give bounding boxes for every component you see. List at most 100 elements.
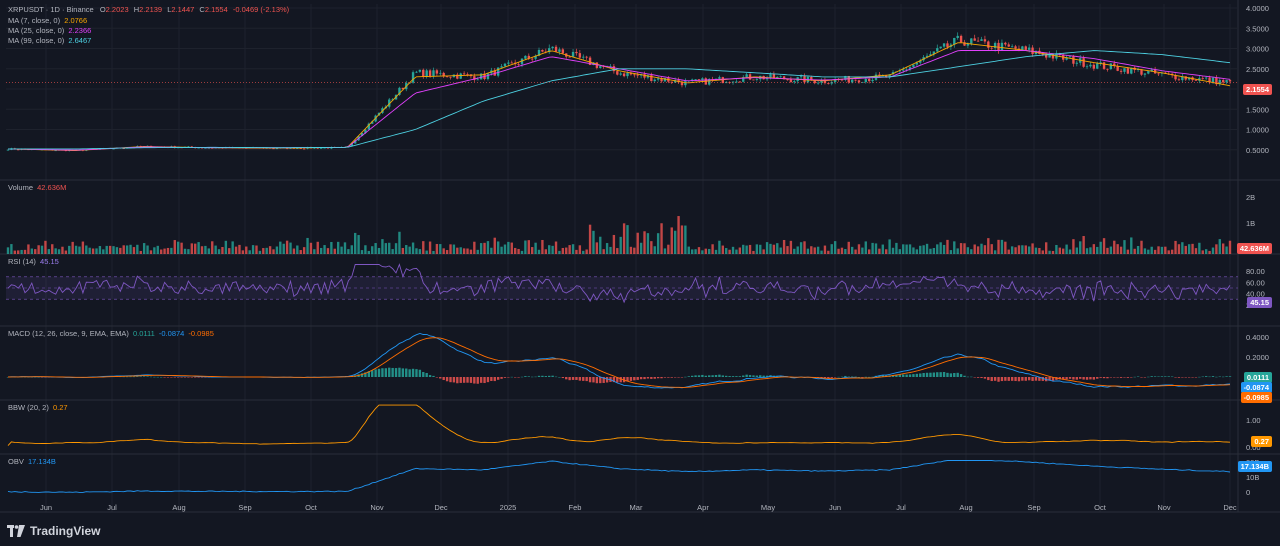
volume-bar <box>932 247 936 254</box>
volume-bar <box>731 246 735 254</box>
volume-bar <box>684 225 687 254</box>
macd-hist-bar <box>626 377 629 382</box>
volume-bar <box>258 250 262 254</box>
macd-hist-bar <box>1082 377 1085 380</box>
volume-bar <box>1048 250 1051 254</box>
volume-bar <box>905 244 908 254</box>
volume-bar <box>534 242 537 254</box>
macd-hist-bar <box>1010 377 1014 381</box>
candle-body <box>622 73 626 77</box>
volume-bar <box>1062 248 1065 254</box>
volume-bar <box>820 250 823 254</box>
volume-bar <box>1096 246 1099 254</box>
volume-bar <box>619 236 622 254</box>
volume-bar <box>922 245 925 254</box>
macd-hist-bar <box>656 377 660 379</box>
macd-hist-bar <box>1058 377 1061 380</box>
volume-bar <box>629 246 633 254</box>
macd-hist-bar <box>919 373 922 377</box>
candle-body <box>1147 71 1150 74</box>
macd-hist-bar <box>827 377 830 379</box>
candle-body <box>1051 54 1055 59</box>
volume-bar <box>1136 246 1140 254</box>
ohlc-high: 2.2139 <box>139 5 163 14</box>
macd-hist-bar <box>585 377 588 382</box>
volume-bar <box>122 245 125 254</box>
macd-hist-bar <box>1157 376 1160 377</box>
macd-hist-bar <box>180 377 183 378</box>
macd-hist-bar <box>895 374 898 377</box>
volume-bar <box>626 225 629 254</box>
candle-body <box>1130 67 1133 74</box>
macd-hist-bar <box>381 368 384 377</box>
candle-body <box>786 79 789 81</box>
volume-bar <box>316 241 319 254</box>
macd-hist-bar <box>690 375 694 377</box>
volume-bar <box>490 247 493 254</box>
candle-body <box>354 140 357 144</box>
volume-bar <box>1045 242 1048 254</box>
macd-hist-bar <box>929 372 932 377</box>
volume-legend[interactable]: Volume 42.636M <box>8 183 66 193</box>
obv-legend[interactable]: OBV 17.134B <box>8 457 56 467</box>
macd-hist-bar <box>987 377 990 381</box>
volume-bar <box>639 242 643 254</box>
volume-bar <box>888 239 891 254</box>
candle-body <box>1007 44 1010 47</box>
volume-bar <box>735 249 738 254</box>
macd-hist-bar <box>367 371 371 377</box>
volume-bar <box>517 248 520 254</box>
volume-bar <box>330 241 333 254</box>
macd-hist-bar <box>1038 377 1041 381</box>
macd-hist-bar <box>599 377 602 384</box>
volume-bar <box>71 241 74 254</box>
macd-hist-bar <box>1140 377 1143 378</box>
volume-bar <box>602 249 605 254</box>
bbw-legend[interactable]: BBW (20, 2) 0.27 <box>8 403 68 413</box>
macd-hist-bar <box>976 377 980 378</box>
candle-body <box>211 147 214 149</box>
x-tick-10: Apr <box>697 503 709 512</box>
ma25-value: 2.2366 <box>68 26 92 35</box>
macd-hist-bar <box>197 377 200 378</box>
volume-bar <box>132 247 136 254</box>
macd-legend[interactable]: MACD (12, 26, close, 9, EMA, EMA) 0.0111… <box>8 329 214 339</box>
candle-body <box>718 77 721 79</box>
candle-body <box>673 80 677 83</box>
ma99-legend[interactable]: MA (99, close, 0) 2.6467 <box>8 36 91 46</box>
volume-bar <box>217 249 221 254</box>
macd-hist-bar <box>1222 376 1225 378</box>
bbw-tick-1: 0.00 <box>1246 443 1261 452</box>
volume-bar <box>827 250 830 254</box>
tradingview-logo[interactable]: TradingView <box>7 524 100 538</box>
candle-body <box>1045 54 1048 58</box>
rsi-legend[interactable]: RSI (14) 45.15 <box>8 257 59 267</box>
candle-body <box>939 46 942 49</box>
macd-hist-bar <box>479 377 483 383</box>
volume-bar <box>714 249 718 254</box>
macd-signal-line <box>7 337 1231 388</box>
volume-tick-0: 2B <box>1246 193 1255 202</box>
volume-bar <box>275 246 279 254</box>
candle-body <box>871 79 874 82</box>
volume-bar <box>462 248 466 254</box>
macd-hist-bar <box>680 377 684 378</box>
macd-hist-bar <box>605 377 609 383</box>
volume-bar <box>500 246 503 254</box>
macd-hist-bar <box>663 377 667 378</box>
ma7-legend[interactable]: MA (7, close, 0) 2.0766 <box>8 16 87 26</box>
volume-bar <box>13 250 16 254</box>
volume-bar <box>595 242 599 254</box>
macd-hist-bar <box>136 376 139 377</box>
candle-body <box>122 148 125 150</box>
volume-bar <box>51 244 54 254</box>
ma25-legend[interactable]: MA (25, close, 0) 2.2366 <box>8 26 91 36</box>
candle-body <box>813 80 816 84</box>
macd-hist-bar <box>902 374 905 377</box>
volume-bar <box>146 245 149 254</box>
candle-body <box>932 51 936 55</box>
candle-body <box>466 74 469 75</box>
candle-body <box>990 47 993 49</box>
volume-label: Volume <box>8 183 34 192</box>
